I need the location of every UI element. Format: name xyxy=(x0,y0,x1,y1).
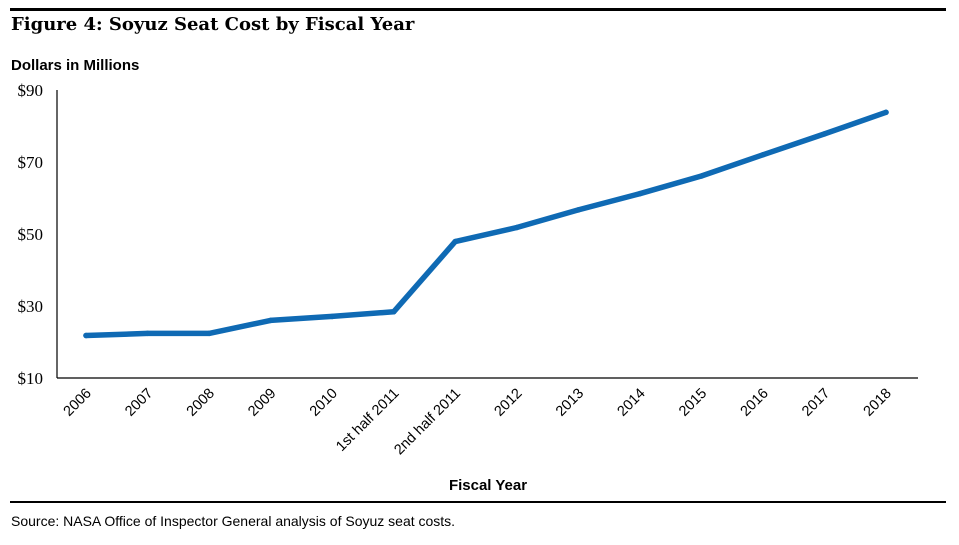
data-point xyxy=(206,330,212,337)
y-tick-label: $90 xyxy=(18,81,44,100)
data-point xyxy=(575,207,582,213)
x-tick-label: 2018 xyxy=(861,386,895,420)
source-note: Source: NASA Office of Inspector General… xyxy=(11,513,456,529)
x-tick-label: 2012 xyxy=(491,386,525,420)
data-point xyxy=(329,313,335,320)
data-point xyxy=(83,332,89,339)
y-tick-label: $10 xyxy=(18,369,44,388)
y-axis-unit-label: Dollars in Millions xyxy=(11,57,140,74)
data-point xyxy=(390,309,397,315)
top-rule xyxy=(10,8,946,11)
x-axis-title: Fiscal Year xyxy=(449,477,527,494)
x-tick-label: 2008 xyxy=(184,386,218,420)
x-tick-label: 2007 xyxy=(122,386,156,420)
data-point xyxy=(267,317,274,324)
line-chart: $10 $30 $50 $70 $90 2006 2007 2008 2009 20101st … xyxy=(18,81,918,494)
series-group xyxy=(83,109,889,339)
y-tick-label: $50 xyxy=(18,225,44,244)
x-tick-label: 2nd half 2011 xyxy=(391,386,464,459)
x-tick-label: 2006 xyxy=(61,386,95,420)
x-tick-label: 2010 xyxy=(307,386,341,420)
x-tick-label: 2009 xyxy=(245,386,279,420)
chart-axes xyxy=(56,90,918,379)
data-point xyxy=(698,173,705,179)
data-point xyxy=(144,330,151,337)
bottom-rule xyxy=(10,501,946,503)
x-tick-label: 2017 xyxy=(799,386,833,420)
x-tick-label: 1st half 2011 xyxy=(333,386,402,455)
data-point xyxy=(821,131,828,137)
y-axis-ticks: $10 $30 $50 $70 $90 xyxy=(18,81,44,388)
x-tick-label: 2014 xyxy=(615,386,649,420)
data-point xyxy=(637,190,643,197)
y-tick-label: $70 xyxy=(18,153,44,172)
series-line xyxy=(83,109,889,339)
data-point xyxy=(883,109,889,116)
data-point xyxy=(514,224,520,231)
x-tick-label: 2013 xyxy=(553,386,587,420)
y-tick-label: $30 xyxy=(18,297,44,316)
x-tick-label: 2016 xyxy=(738,386,772,420)
figure-title: Figure 4: Soyuz Seat Cost by Fiscal Year xyxy=(11,14,415,35)
data-point xyxy=(452,238,458,245)
data-point xyxy=(760,152,766,158)
x-tick-label: 2015 xyxy=(676,386,710,420)
